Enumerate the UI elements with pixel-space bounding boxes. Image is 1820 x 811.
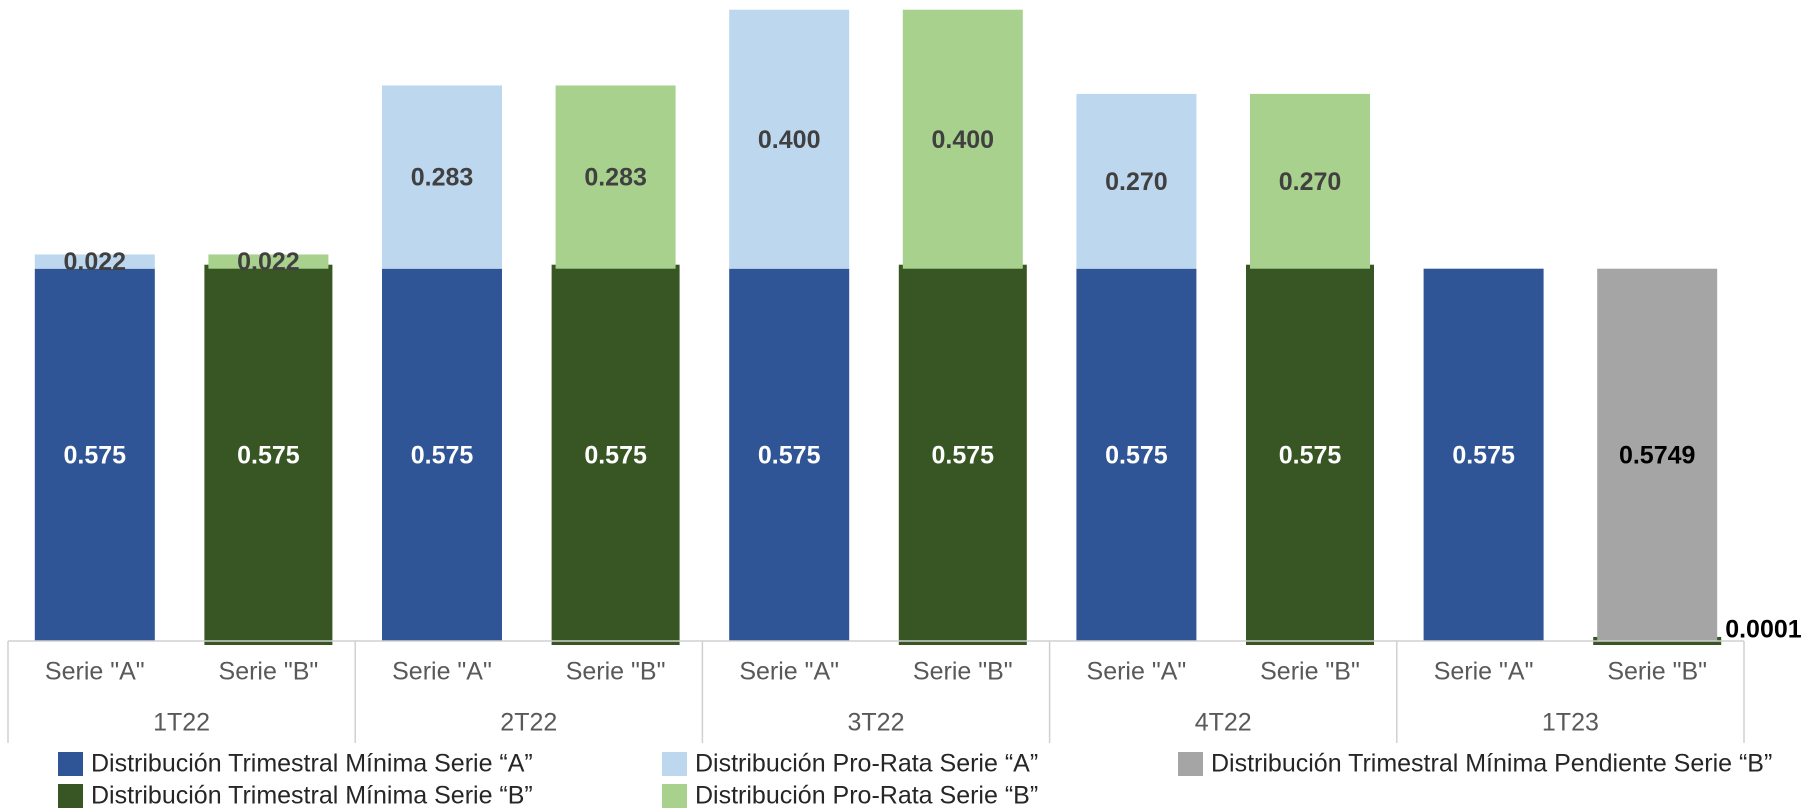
x-tick-label: Serie "A": [1434, 658, 1534, 686]
bar-segment: [382, 268, 502, 641]
bar-segment: [898, 264, 1027, 645]
bar-segment: [1423, 268, 1544, 641]
x-tick-label: Serie "A": [1087, 658, 1187, 686]
legend-swatch: [662, 784, 687, 808]
bar-segment: [1076, 268, 1197, 641]
group-label: 4T22: [1195, 709, 1252, 737]
bar-segment: [1597, 268, 1718, 641]
data-label: 0.575: [64, 441, 127, 469]
group-label: 3T22: [848, 709, 905, 737]
data-label: 0.270: [1279, 168, 1342, 196]
x-tick-label: Serie "B": [566, 658, 666, 686]
data-label: 0.575: [584, 441, 647, 469]
data-label: 0.283: [411, 164, 474, 192]
group-label: 1T23: [1542, 709, 1599, 737]
data-label: 0.400: [758, 126, 821, 154]
bar-segment: [208, 254, 329, 269]
legend-swatch: [58, 784, 83, 808]
bar-segment: [1250, 93, 1370, 269]
data-label: 0.0001: [1725, 616, 1802, 644]
x-tick-label: Serie "B": [913, 658, 1013, 686]
data-label: 0.575: [1105, 441, 1168, 469]
bar-segment: [34, 254, 155, 269]
bar-segment: [1076, 93, 1197, 269]
legend-swatch: [662, 752, 687, 776]
bar-segment: [555, 85, 676, 269]
data-label: 0.575: [411, 441, 474, 469]
bar-segment: [729, 268, 850, 641]
legend-swatch: [58, 752, 83, 776]
group-label: 1T22: [153, 709, 210, 737]
legend-label: Distribución Pro-Rata Serie “A”: [695, 750, 1038, 778]
bar-segment: [729, 9, 850, 269]
data-label: 0.575: [1452, 441, 1515, 469]
legend-label: Distribución Pro-Rata Serie “B”: [695, 782, 1038, 810]
x-tick-label: Serie "A": [392, 658, 492, 686]
x-tick-label: Serie "A": [739, 658, 839, 686]
x-tick-label: Serie "B": [1260, 658, 1360, 686]
data-label: 0.575: [237, 441, 300, 469]
x-tick-label: Serie "B": [1607, 658, 1707, 686]
bar-segment: [1246, 264, 1374, 645]
legend-swatch: [1178, 752, 1203, 776]
data-label: 0.575: [932, 441, 995, 469]
data-label: 0.022: [64, 248, 127, 276]
legend-label: Distribución Trimestral Mínima Serie “A”: [91, 750, 533, 778]
group-label: 2T22: [500, 709, 557, 737]
bar-segment: [382, 85, 502, 269]
data-label: 0.400: [932, 126, 995, 154]
x-tick-label: Serie "B": [219, 658, 319, 686]
data-label: 0.283: [584, 164, 647, 192]
data-label: 0.5749: [1619, 441, 1695, 469]
data-label: 0.022: [237, 248, 300, 276]
data-label: 0.575: [1279, 441, 1342, 469]
data-label: 0.575: [758, 441, 821, 469]
x-tick-label: Serie "A": [45, 658, 145, 686]
bar-segment: [204, 264, 333, 645]
legend-label: Distribución Trimestral Mínima Pendiente…: [1211, 750, 1772, 778]
bar-segment: [34, 268, 155, 641]
legend-label: Distribución Trimestral Mínima Serie “B”: [91, 782, 533, 810]
bar-segment: [902, 9, 1023, 269]
data-label: 0.270: [1105, 168, 1168, 196]
